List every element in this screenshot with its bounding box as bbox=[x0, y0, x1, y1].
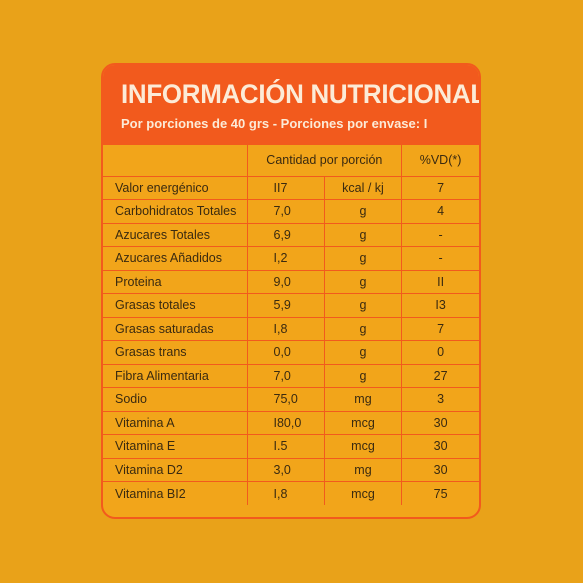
nutrient-amount: I,8 bbox=[246, 481, 325, 505]
table-row: Azucares Añadidos I,2 g - bbox=[103, 246, 479, 271]
nutrient-vd: 4 bbox=[401, 199, 479, 224]
nutrient-vd: 3 bbox=[401, 387, 479, 412]
nutrient-name: Carbohidratos Totales bbox=[103, 199, 248, 224]
nutrient-amount: I,2 bbox=[246, 246, 325, 271]
nutrient-name: Proteina bbox=[103, 269, 248, 294]
nutrient-name: Sodio bbox=[103, 387, 248, 412]
table-row: Grasas trans 0,0 g 0 bbox=[103, 340, 479, 365]
label-title: INFORMACIÓN NUTRICIONAL bbox=[121, 79, 481, 109]
nutrient-unit: mcg bbox=[323, 481, 403, 505]
table-row: Valor energénico II7 kcal / kj 7 bbox=[103, 176, 479, 200]
table-header-row: Cantidad por porción %VD(*) bbox=[103, 145, 479, 177]
nutrient-unit: kcal / kj bbox=[323, 176, 403, 200]
table-row: Vitamina D2 3,0 mg 30 bbox=[103, 457, 479, 482]
table-row: Azucares Totales 6,9 g - bbox=[103, 222, 479, 247]
nutrient-name: Vitamina A bbox=[103, 410, 248, 435]
nutrient-vd: - bbox=[401, 222, 479, 247]
nutrient-name: Vitamina D2 bbox=[103, 457, 248, 482]
column-header-name bbox=[103, 145, 248, 177]
nutrient-amount: 0,0 bbox=[246, 340, 325, 365]
nutrient-vd: - bbox=[401, 246, 479, 271]
nutrient-unit: g bbox=[323, 199, 403, 224]
nutrient-unit: mg bbox=[323, 457, 403, 482]
nutrient-vd: 30 bbox=[401, 457, 479, 482]
nutrient-vd: 7 bbox=[401, 316, 479, 341]
nutrient-unit: mg bbox=[323, 387, 403, 412]
nutrient-unit: mcg bbox=[323, 434, 403, 459]
nutrient-amount: 9,0 bbox=[246, 269, 325, 294]
nutrient-amount: 5,9 bbox=[246, 293, 325, 318]
nutrient-name: Grasas totales bbox=[103, 293, 248, 318]
nutrient-name: Vitamina E bbox=[103, 434, 248, 459]
nutrient-amount: I.5 bbox=[246, 434, 325, 459]
nutrient-name: Grasas saturadas bbox=[103, 316, 248, 341]
nutrient-name: Valor energénico bbox=[103, 176, 248, 200]
nutrient-amount: 3,0 bbox=[246, 457, 325, 482]
nutrient-unit: g bbox=[323, 246, 403, 271]
nutrient-unit: g bbox=[323, 293, 403, 318]
nutrient-amount: 75,0 bbox=[246, 387, 325, 412]
table-row: Fibra Alimentaria 7,0 g 27 bbox=[103, 363, 479, 388]
nutrition-facts-label: INFORMACIÓN NUTRICIONAL Por porciones de… bbox=[101, 63, 481, 519]
label-subtitle: Por porciones de 40 grs - Porciones por … bbox=[121, 116, 428, 131]
nutrient-amount: I,8 bbox=[246, 316, 325, 341]
table-row: Sodio 75,0 mg 3 bbox=[103, 387, 479, 412]
table-row: Proteina 9,0 g II bbox=[103, 269, 479, 294]
table-row: Grasas totales 5,9 g I3 bbox=[103, 293, 479, 318]
nutrient-vd: 27 bbox=[401, 363, 479, 388]
table-row: Grasas saturadas I,8 g 7 bbox=[103, 316, 479, 341]
nutrient-unit: g bbox=[323, 269, 403, 294]
nutrient-amount: II7 bbox=[246, 176, 325, 200]
nutrient-unit: g bbox=[323, 340, 403, 365]
table-row: Carbohidratos Totales 7,0 g 4 bbox=[103, 199, 479, 224]
table-row: Vitamina A I80,0 mcg 30 bbox=[103, 410, 479, 435]
nutrient-unit: mcg bbox=[323, 410, 403, 435]
nutrient-name: Azucares Añadidos bbox=[103, 246, 248, 271]
nutrient-amount: 7,0 bbox=[246, 363, 325, 388]
nutrient-vd: 0 bbox=[401, 340, 479, 365]
nutrition-table: Cantidad por porción %VD(*) Valor energé… bbox=[103, 145, 479, 505]
nutrient-vd: 75 bbox=[401, 481, 479, 505]
nutrient-unit: g bbox=[323, 363, 403, 388]
nutrient-unit: g bbox=[323, 316, 403, 341]
nutrient-amount: I80,0 bbox=[246, 410, 325, 435]
nutrient-name: Vitamina BI2 bbox=[103, 481, 248, 505]
label-header: INFORMACIÓN NUTRICIONAL Por porciones de… bbox=[103, 65, 479, 145]
nutrient-amount: 7,0 bbox=[246, 199, 325, 224]
nutrient-vd: II bbox=[401, 269, 479, 294]
nutrient-vd: 30 bbox=[401, 434, 479, 459]
nutrient-name: Fibra Alimentaria bbox=[103, 363, 248, 388]
nutrient-unit: g bbox=[323, 222, 403, 247]
table-row: Vitamina BI2 I,8 mcg 75 bbox=[103, 481, 479, 505]
column-header-quantity: Cantidad por porción bbox=[246, 145, 403, 177]
nutrient-name: Azucares Totales bbox=[103, 222, 248, 247]
nutrient-vd: I3 bbox=[401, 293, 479, 318]
nutrient-vd: 7 bbox=[401, 176, 479, 200]
table-row: Vitamina E I.5 mcg 30 bbox=[103, 434, 479, 459]
nutrient-name: Grasas trans bbox=[103, 340, 248, 365]
nutrient-amount: 6,9 bbox=[246, 222, 325, 247]
nutrient-vd: 30 bbox=[401, 410, 479, 435]
column-header-vd: %VD(*) bbox=[401, 145, 479, 177]
table-body: Valor energénico II7 kcal / kj 7 Carbohidrat… bbox=[103, 176, 479, 505]
